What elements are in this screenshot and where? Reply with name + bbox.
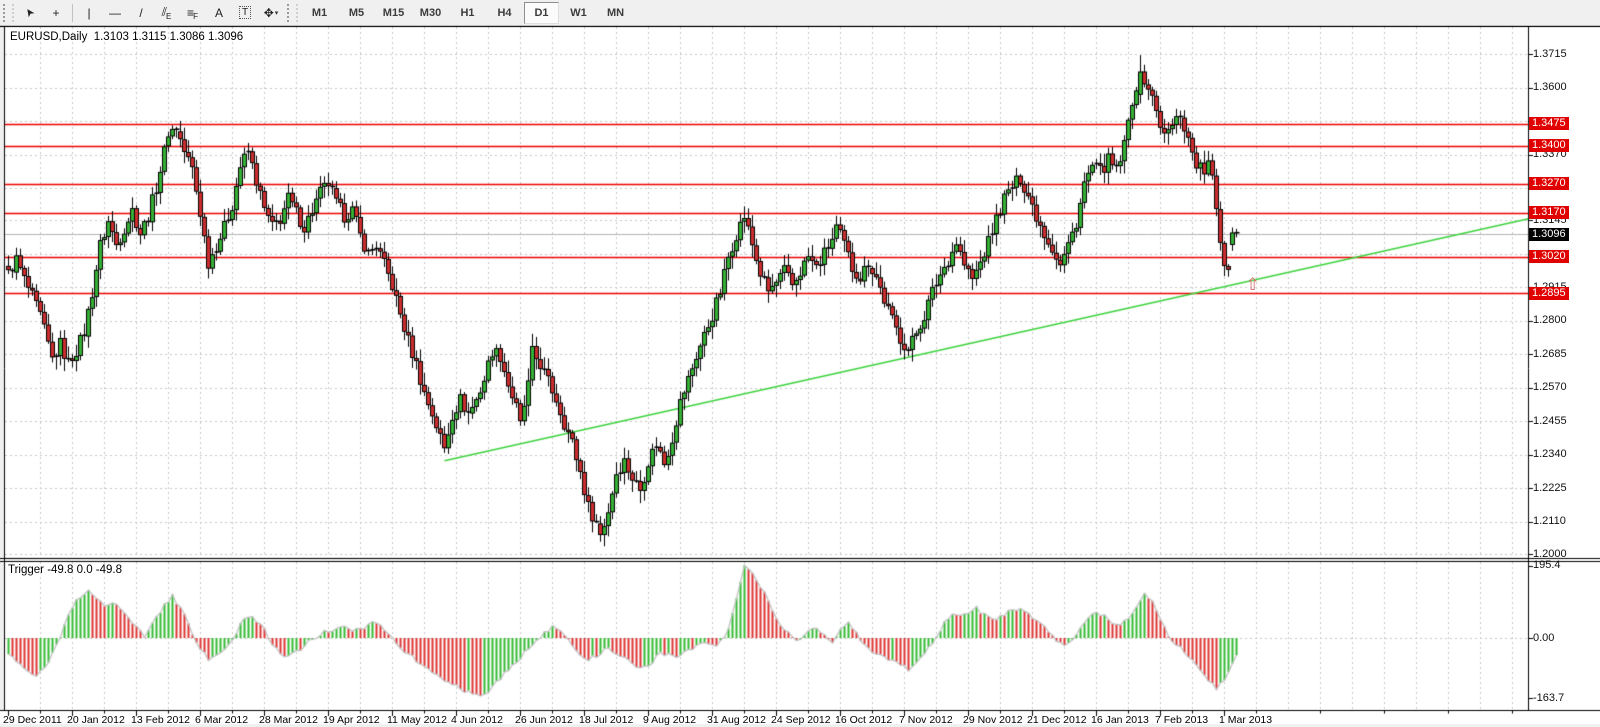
date-tick-label: 6 Mar 2012 (195, 714, 249, 726)
vertical-line-icon: | (87, 5, 91, 20)
date-tick-label: 20 Jan 2012 (67, 714, 125, 726)
timeframe-button-m15[interactable]: M15 (382, 6, 405, 19)
indicator-tick-label: 195.4 (1533, 559, 1561, 572)
date-tick-label: 13 Feb 2012 (131, 714, 190, 726)
fibonacci-icon: ≡ (187, 5, 195, 20)
chart-canvas[interactable] (0, 26, 1600, 727)
crosshair-icon: + (52, 5, 60, 20)
crosshair-tool-button[interactable]: + (43, 2, 69, 23)
price-tick-label: 1.2340 (1533, 448, 1567, 461)
date-tick-label: 16 Oct 2012 (835, 714, 893, 726)
arrows-icon: ✥ (263, 5, 274, 20)
price-tick-label: 1.2685 (1533, 347, 1567, 360)
date-tick-label: 4 Jun 2012 (451, 714, 503, 726)
level-price-label: 1.3400 (1529, 139, 1569, 153)
date-tick-label: 31 Aug 2012 (707, 714, 766, 726)
level-price-label: 1.3270 (1529, 177, 1569, 191)
price-tick-label: 1.3715 (1533, 47, 1567, 60)
chevron-down-icon: ▾ (274, 9, 279, 17)
trendline-tool-button[interactable]: / (128, 2, 154, 23)
date-tick-label: 18 Jul 2012 (579, 714, 634, 726)
text-tool-button[interactable]: A (206, 2, 232, 23)
cursor-icon: ➤ (22, 4, 38, 20)
indicator-title: Trigger -49.8 0.0 -49.8 (8, 564, 122, 576)
timeframe-button-d1[interactable]: D1 (524, 1, 559, 24)
timeframe-button-m30[interactable]: M30 (419, 6, 442, 19)
date-tick-label: 1 Mar 2013 (1219, 714, 1273, 726)
date-tick-label: 29 Nov 2012 (963, 714, 1023, 726)
price-tick-label: 1.2225 (1533, 481, 1567, 494)
date-tick-label: 26 Jun 2012 (515, 714, 573, 726)
date-tick-label: 28 Mar 2012 (259, 714, 318, 726)
date-tick-label: 16 Jan 2013 (1091, 714, 1149, 726)
arrows-tool-button[interactable]: ✥ ▾ (258, 2, 284, 23)
fibonacci-icon-letter: F (193, 12, 198, 21)
horizontal-line-tool-button[interactable]: — (102, 2, 128, 23)
price-tick-label: 1.3600 (1533, 81, 1567, 94)
timeframe-button-m5[interactable]: M5 (348, 6, 365, 19)
date-tick-label: 21 Dec 2012 (1027, 714, 1087, 726)
price-tick-label: 1.2110 (1533, 515, 1566, 528)
date-tick-label: 19 Apr 2012 (323, 714, 380, 726)
toolbar-separator (72, 3, 73, 22)
ohlc-values: 1.3103 1.3115 1.3086 1.3096 (93, 31, 244, 43)
date-tick-label: 11 May 2012 (387, 714, 447, 726)
date-tick-label: 9 Aug 2012 (643, 714, 697, 726)
indicator-tick-label: 0.00 (1533, 631, 1555, 644)
date-tick-label: 29 Dec 2011 (3, 714, 62, 726)
timeframe-button-h4[interactable]: H4 (497, 6, 512, 19)
vertical-line-tool-button[interactable]: | (76, 2, 102, 23)
equidistant-channel-icon: ⫽ (161, 5, 167, 19)
toolbar-grip[interactable] (3, 3, 14, 22)
level-price-label: 1.2895 (1529, 286, 1569, 300)
price-tick-label: 1.2000 (1533, 547, 1567, 560)
chart-region: EURUSD,Daily 1.3103 1.3115 1.3086 1.3096… (0, 26, 1600, 727)
cursor-tool-button[interactable]: ➤ (17, 2, 43, 23)
price-tick-label: 1.2570 (1533, 381, 1567, 394)
arrow-up-marker[interactable]: ⇧ (1245, 274, 1260, 294)
horizontal-line-icon: — (109, 5, 121, 20)
level-price-label: 1.3170 (1529, 206, 1569, 220)
text-label-tool-button[interactable]: T (232, 2, 258, 23)
level-price-label: 1.3475 (1529, 117, 1569, 131)
timeframe-button-m1[interactable]: M1 (311, 6, 328, 19)
timeframe-button-mn[interactable]: MN (606, 6, 625, 19)
date-tick-label: 7 Feb 2013 (1155, 714, 1209, 726)
symbol-period-label: EURUSD,Daily (10, 31, 88, 43)
toolbar: ➤ + | — / ⫽ E ≡ F A T ✥ ▾ M1 M5 M15 M30 H1 H4 D1 W1 MN (0, 0, 1600, 26)
chart-title: EURUSD,Daily 1.3103 1.3115 1.3086 1.3096 (10, 31, 243, 43)
text-icon: A (214, 5, 223, 20)
trendline-icon: / (139, 5, 143, 20)
timeframe-button-w1[interactable]: W1 (570, 6, 587, 19)
timeframe-grip[interactable] (287, 3, 298, 22)
date-tick-label: 7 Nov 2012 (899, 714, 953, 726)
equidistant-channel-tool-button[interactable]: ⫽ E (154, 2, 180, 23)
indicator-tick-label: -163.7 (1533, 691, 1565, 704)
text-label-icon: T (238, 6, 252, 19)
price-tick-label: 1.2800 (1533, 314, 1567, 327)
timeframe-button-h1[interactable]: H1 (460, 6, 475, 19)
level-price-label: 1.3020 (1529, 250, 1569, 264)
date-tick-label: 24 Sep 2012 (771, 714, 831, 726)
fibonacci-tool-button[interactable]: ≡ F (180, 2, 206, 23)
price-tick-label: 1.2455 (1533, 414, 1567, 427)
current-price-label: 1.3096 (1529, 227, 1569, 241)
equidistant-channel-icon-letter: E (166, 12, 172, 21)
